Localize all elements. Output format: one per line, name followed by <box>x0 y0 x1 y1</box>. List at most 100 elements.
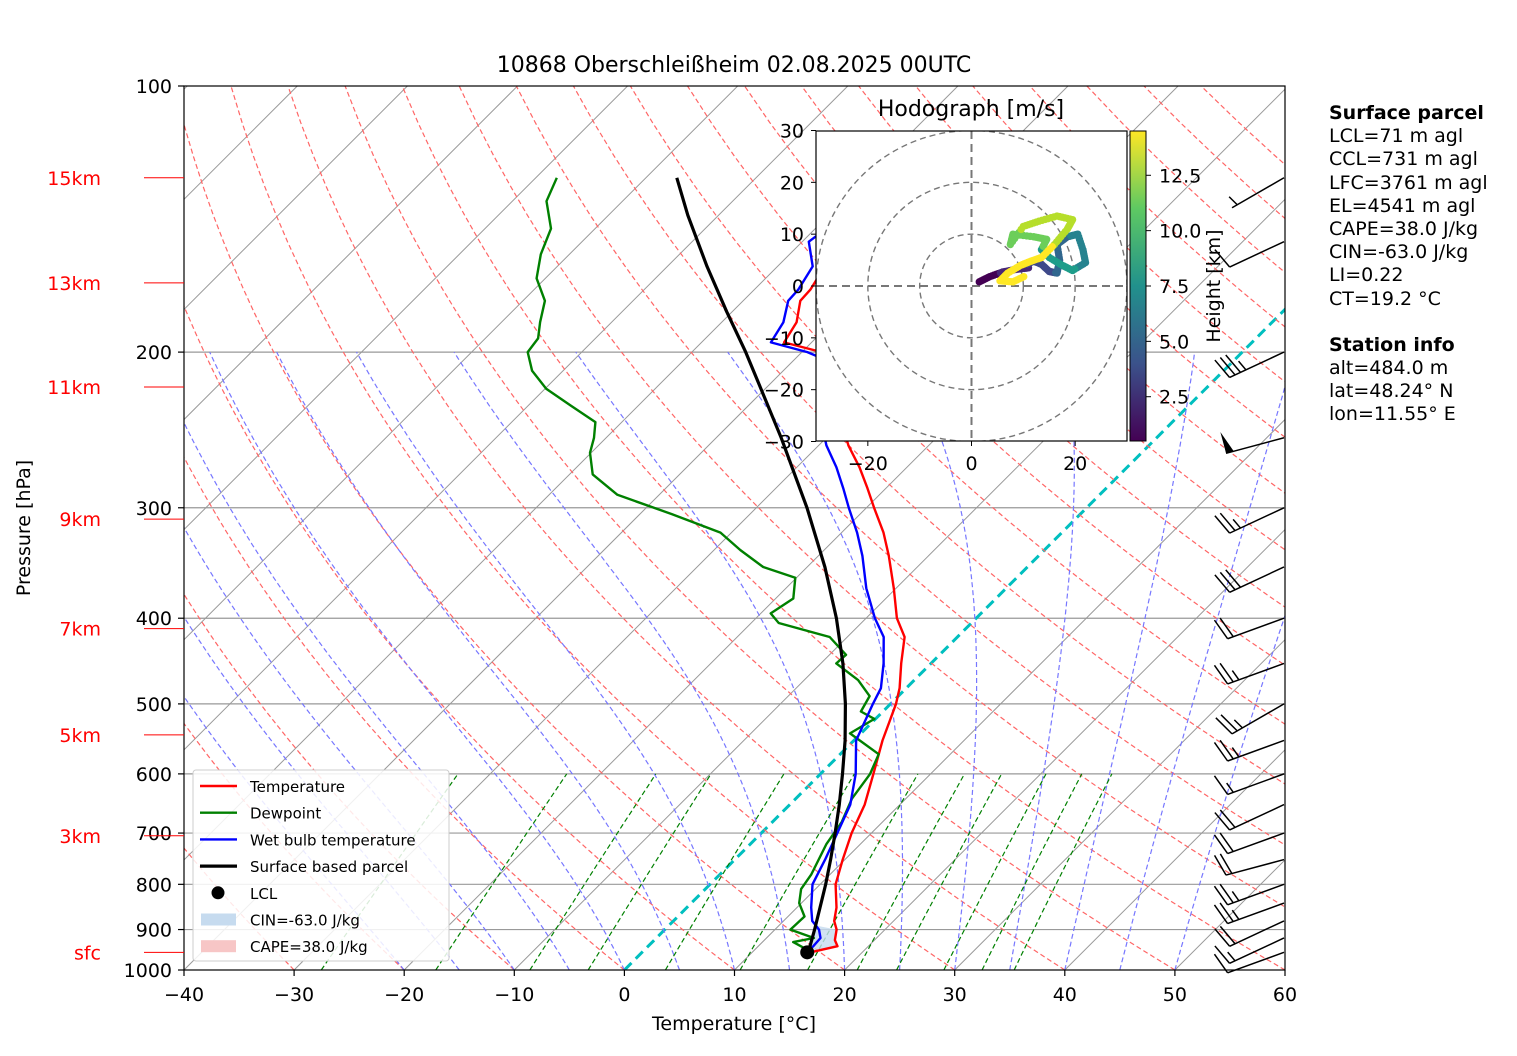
mixing-ratio-line <box>943 773 1047 970</box>
isotherm <box>184 86 849 751</box>
mixing-ratio-line <box>807 773 919 970</box>
height-label: 15km <box>47 168 101 190</box>
barb-feather <box>1213 741 1229 762</box>
hodograph-x-tick-label: 0 <box>965 453 977 475</box>
surface-parcel-cin: CIN=-63.0 J/kg <box>1329 241 1469 264</box>
barb-half-feather <box>1231 909 1240 920</box>
barb-feather <box>1219 662 1234 683</box>
hodograph-y-tick-label: −10 <box>764 328 804 350</box>
barb-feather <box>1214 928 1231 947</box>
hodograph-y-tick-label: 30 <box>780 121 804 143</box>
x-axis-label: Temperature [°C] <box>651 1013 816 1035</box>
lcl-marker <box>800 945 815 960</box>
barb-feather <box>1214 249 1231 268</box>
x-tick-label: −40 <box>164 984 204 1006</box>
isotherm <box>184 86 739 641</box>
surface-parcel-cape: CAPE=38.0 J/kg <box>1329 218 1479 241</box>
y-tick-label: 1000 <box>124 960 172 982</box>
barb-half-feather <box>1231 891 1240 902</box>
x-tick-label: 30 <box>943 984 967 1006</box>
barb-shaft <box>1227 832 1285 855</box>
moist-adiabat <box>453 351 791 970</box>
hodograph-y-tick-label: 10 <box>780 224 804 246</box>
barb-feather <box>1219 883 1234 904</box>
wind-barbs <box>1213 177 1285 974</box>
y-tick-label: 100 <box>136 76 172 98</box>
wind-barb <box>1213 662 1285 685</box>
hodograph-y-tick-label: 20 <box>780 172 804 194</box>
wind-barb <box>1214 920 1285 947</box>
legend-label: Dewpoint <box>250 805 321 823</box>
barb-feather <box>1219 617 1234 638</box>
moist-adiabat <box>1174 613 1285 970</box>
hodograph-x-tick-label: −20 <box>848 453 888 475</box>
mixing-ratio-line <box>896 773 1003 970</box>
barb-feather <box>1219 357 1236 376</box>
moist-adiabat <box>575 351 846 970</box>
isotherm <box>844 528 1285 970</box>
wind-barb <box>1214 351 1285 379</box>
barb-feather <box>1220 714 1238 732</box>
surface-parcel-block: Surface parcel LCL=71 m agl CCL=731 m ag… <box>1329 102 1488 311</box>
wind-barb <box>1214 566 1285 593</box>
barb-half-feather <box>1237 360 1247 371</box>
mixing-ratio-line <box>529 773 657 970</box>
barb-half-feather <box>1227 951 1236 962</box>
barb-shaft <box>1229 507 1285 534</box>
barb-shaft <box>1227 662 1285 685</box>
dry-adiabat <box>572 86 1285 785</box>
wind-barb <box>1228 177 1285 209</box>
x-tick-label: 50 <box>1163 984 1187 1006</box>
colorbar-tick-label: 7.5 <box>1159 276 1189 298</box>
dry-adiabat <box>230 86 956 970</box>
wind-barb <box>1214 240 1285 268</box>
barb-feather <box>1219 739 1234 760</box>
barb-feather <box>1213 619 1229 640</box>
chart-title: 10868 Oberschleißheim 02.08.2025 00UTC <box>497 53 972 78</box>
barb-feather <box>1219 809 1236 828</box>
station-lat: lat=48.24° N <box>1329 380 1454 403</box>
moist-adiabat <box>355 351 736 970</box>
moist-adiabat <box>1119 384 1285 970</box>
x-tick-label: 60 <box>1273 984 1297 1006</box>
isotherm <box>184 86 408 311</box>
colorbar-label: Height [km] <box>1203 229 1225 342</box>
x-tick-label: 10 <box>722 984 746 1006</box>
mixing-ratio-line <box>1013 773 1113 970</box>
x-tick-label: 40 <box>1053 984 1077 1006</box>
y-axis-label: Pressure [hPa] <box>13 460 35 596</box>
wind-barb <box>1220 432 1285 455</box>
surface-parcel-lcl: LCL=71 m agl <box>1329 125 1464 148</box>
moist-adiabat <box>276 351 681 970</box>
legend-label: LCL <box>250 885 278 903</box>
barb-shaft <box>1225 437 1285 455</box>
barb-half-feather <box>1231 670 1240 681</box>
barb-shaft <box>1227 951 1285 974</box>
wind-barb <box>1214 507 1285 534</box>
wind-barb <box>1213 853 1285 876</box>
height-label: 3km <box>59 826 101 848</box>
y-tick-label: 200 <box>136 342 172 364</box>
barb-shaft <box>1227 883 1285 906</box>
isotherm <box>1064 749 1285 970</box>
barb-shaft <box>1229 920 1285 947</box>
barb-shaft <box>1229 937 1285 965</box>
hodograph-x-tick-label: 20 <box>1063 453 1087 475</box>
legend-label: Surface based parcel <box>250 858 408 876</box>
surface-parcel-li: LI=0.22 <box>1329 264 1404 287</box>
height-label: 11km <box>47 377 101 399</box>
y-tick-label: 600 <box>136 764 172 786</box>
barb-feather <box>1225 569 1242 588</box>
barb-feather <box>1214 945 1231 964</box>
station-info-block: Station info alt=484.0 m lat=48.24° N lo… <box>1329 334 1488 427</box>
wind-barb <box>1213 902 1285 925</box>
legend-swatch <box>211 886 225 900</box>
mixing-ratio-line <box>664 773 785 970</box>
surface-parcel-lfc: LFC=3761 m agl <box>1329 171 1488 194</box>
parcel-line <box>675 177 847 953</box>
barb-feather <box>1219 571 1236 591</box>
barb-half-feather <box>1231 747 1240 758</box>
colorbar-tick-label: 2.5 <box>1159 387 1189 409</box>
barb-half-feather <box>1228 196 1238 206</box>
